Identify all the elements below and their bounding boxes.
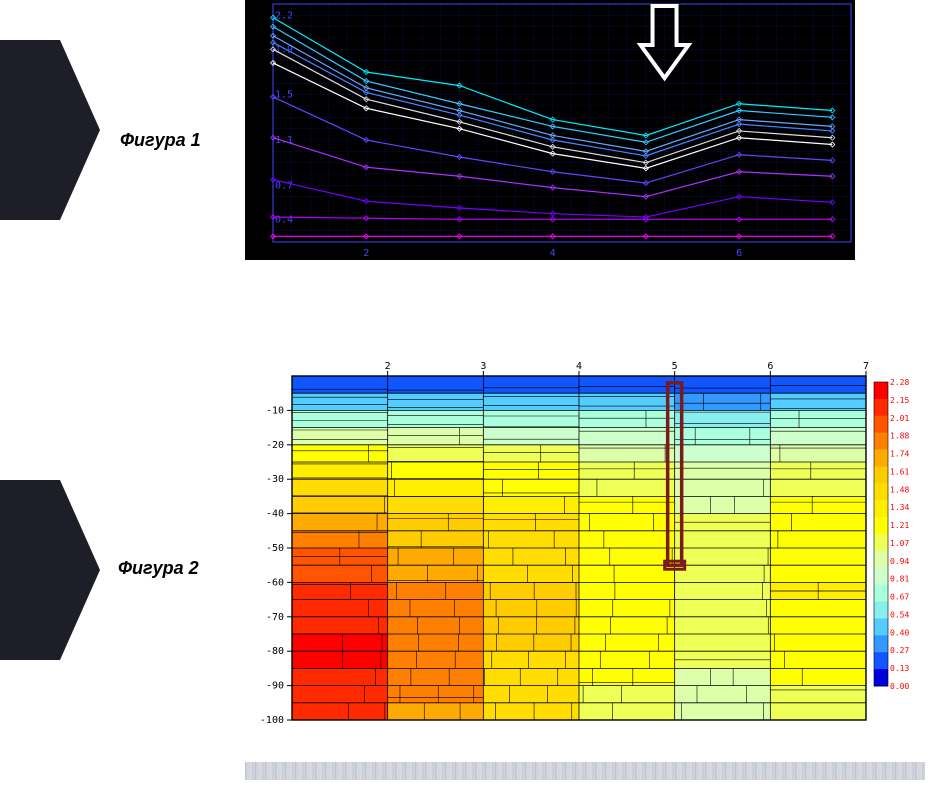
- svg-text:2: 2: [363, 248, 369, 259]
- svg-text:0.40: 0.40: [890, 628, 909, 637]
- svg-text:-50: -50: [266, 543, 284, 554]
- svg-text:0.27: 0.27: [890, 646, 909, 655]
- svg-text:-40: -40: [266, 509, 284, 520]
- pointer-shape-1: [0, 40, 100, 220]
- svg-text:-90: -90: [266, 681, 284, 692]
- svg-text:0.81: 0.81: [890, 575, 909, 584]
- svg-text:-30: -30: [266, 474, 284, 485]
- svg-text:2.28: 2.28: [890, 378, 909, 387]
- figure-2-label: Фигура 2: [118, 558, 199, 579]
- svg-text:1.88: 1.88: [890, 432, 909, 441]
- svg-text:4: 4: [576, 361, 582, 372]
- svg-text:1.34: 1.34: [890, 503, 909, 512]
- svg-text:3: 3: [480, 361, 486, 372]
- svg-text:2: 2: [385, 361, 391, 372]
- svg-text:1.74: 1.74: [890, 450, 909, 459]
- svg-text:-10: -10: [266, 405, 284, 416]
- svg-text:2.01: 2.01: [890, 414, 909, 423]
- svg-text:2.15: 2.15: [890, 396, 909, 405]
- contour-heatmap: 2 3 4 5 6 7 -10 -20 -30 -40 -50 -60 -70 -80 -90 -100 2.2…: [248, 358, 918, 726]
- svg-text:-70: -70: [266, 612, 284, 623]
- svg-text:7: 7: [863, 361, 869, 372]
- svg-text:1.07: 1.07: [890, 539, 909, 548]
- svg-text:0.67: 0.67: [890, 593, 909, 602]
- line-chart: 0.40.71.11.51.92.2246: [245, 0, 855, 260]
- svg-text:0.13: 0.13: [890, 664, 909, 673]
- svg-text:-100: -100: [260, 715, 284, 726]
- pointer-shape-2: [0, 480, 100, 660]
- svg-text:1.21: 1.21: [890, 521, 909, 530]
- svg-text:1.61: 1.61: [890, 467, 909, 476]
- svg-text:-80: -80: [266, 646, 284, 657]
- svg-text:5: 5: [672, 361, 678, 372]
- svg-text:-60: -60: [266, 577, 284, 588]
- svg-text:0.54: 0.54: [890, 610, 909, 619]
- svg-text:-20: -20: [266, 440, 284, 451]
- noise-strip: [245, 762, 925, 780]
- svg-text:4: 4: [550, 248, 556, 259]
- svg-text:0.4: 0.4: [275, 214, 293, 225]
- svg-text:0.00: 0.00: [890, 682, 909, 691]
- figure-1-label: Фигура 1: [120, 130, 201, 151]
- svg-text:1.48: 1.48: [890, 485, 909, 494]
- svg-text:0.94: 0.94: [890, 557, 909, 566]
- svg-text:6: 6: [736, 248, 742, 259]
- svg-text:1.1: 1.1: [275, 135, 293, 146]
- svg-text:6: 6: [767, 361, 773, 372]
